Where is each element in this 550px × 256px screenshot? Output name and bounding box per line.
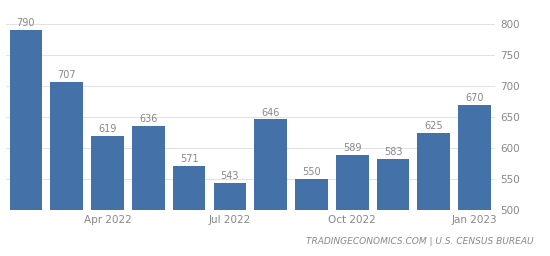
Bar (173, 166, 205, 210)
Text: 583: 583 (384, 147, 402, 157)
Bar (91, 136, 124, 210)
Bar (51, 82, 83, 210)
Bar (417, 133, 450, 210)
Bar (336, 155, 369, 210)
Text: 636: 636 (139, 114, 157, 124)
Text: 707: 707 (57, 70, 76, 80)
Bar (132, 126, 164, 210)
Text: 589: 589 (343, 143, 361, 153)
Bar (213, 183, 246, 210)
Bar (458, 105, 491, 210)
Bar (295, 179, 328, 210)
Text: 625: 625 (425, 121, 443, 131)
Bar (377, 158, 409, 210)
Text: 550: 550 (302, 167, 321, 177)
Text: 619: 619 (98, 124, 117, 134)
Bar (254, 120, 287, 210)
Bar (9, 30, 42, 210)
Text: 646: 646 (261, 108, 280, 118)
Text: 571: 571 (180, 154, 199, 164)
Text: 543: 543 (221, 172, 239, 182)
Text: 670: 670 (465, 93, 484, 103)
Text: 790: 790 (16, 18, 35, 28)
Text: TRADINGECONOMICS.COM | U.S. CENSUS BUREAU: TRADINGECONOMICS.COM | U.S. CENSUS BUREA… (306, 237, 534, 246)
